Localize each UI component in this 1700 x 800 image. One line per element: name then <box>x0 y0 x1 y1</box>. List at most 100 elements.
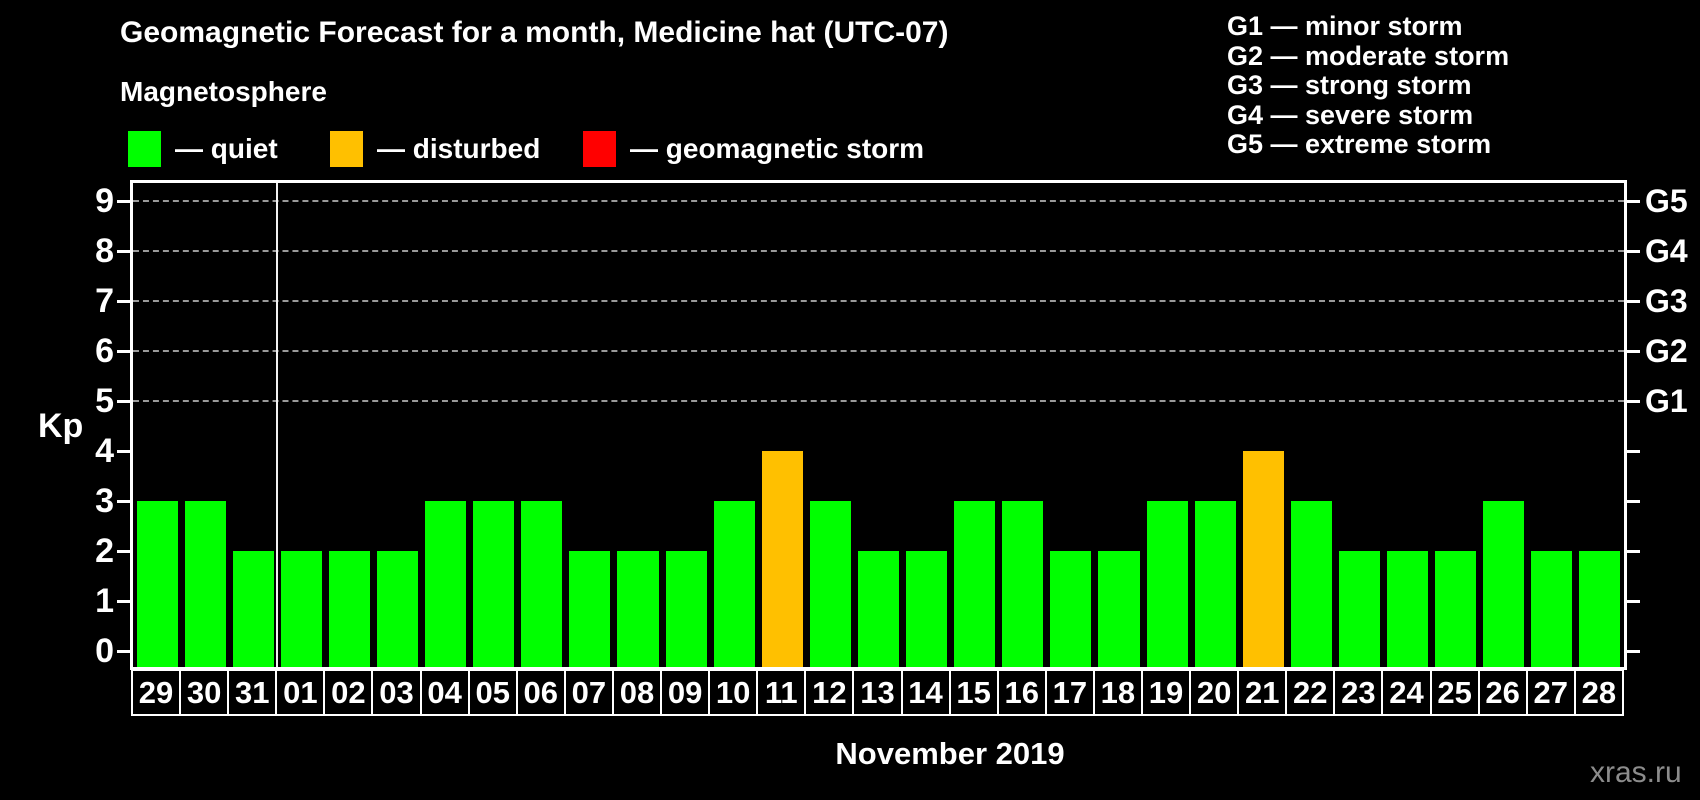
right-tick-3 <box>1627 499 1640 503</box>
kp-bar-day-23 <box>1338 551 1380 667</box>
kp-bar-day-26 <box>1483 501 1525 667</box>
day-label-14: 14 <box>900 669 951 716</box>
kp-bar-day-05 <box>473 501 515 667</box>
kp-bar-day-06 <box>521 501 563 667</box>
storm-scale-line-g5: G5 — extreme storm <box>1227 129 1492 160</box>
right-tick-7 <box>1627 299 1640 303</box>
legend-item-quiet: — quiet <box>128 130 278 168</box>
kp-bar-day-19 <box>1146 501 1188 667</box>
day-label-05: 05 <box>467 669 518 716</box>
g-label-g4: G4 <box>1645 233 1688 269</box>
day-label-24: 24 <box>1381 669 1432 716</box>
month-separator <box>275 183 279 667</box>
kp-bar-day-20 <box>1194 501 1236 667</box>
day-label-12: 12 <box>804 669 855 716</box>
chart-title: Geomagnetic Forecast for a month, Medici… <box>120 16 949 49</box>
right-tick-4 <box>1627 449 1640 453</box>
y-tick-label-5: 5 <box>95 382 114 420</box>
day-label-11: 11 <box>756 669 807 716</box>
y-tick-label-3: 3 <box>95 482 114 520</box>
kp-bar-day-13 <box>857 551 900 667</box>
kp-bar-day-22 <box>1290 501 1332 667</box>
gridline-kp-8 <box>133 250 1624 252</box>
right-tick-5 <box>1627 399 1640 403</box>
kp-bar-day-27 <box>1531 551 1573 667</box>
kp-bar-day-10 <box>713 501 755 667</box>
kp-bar-day-02 <box>328 551 370 667</box>
left-tick-7 <box>117 299 130 303</box>
kp-bar-day-03 <box>376 551 419 667</box>
left-tick-2 <box>117 549 130 553</box>
kp-bar-day-11 <box>761 451 803 667</box>
y-tick-label-6: 6 <box>95 332 114 370</box>
right-tick-2 <box>1627 549 1640 553</box>
storm-scale-line-g4: G4 — severe storm <box>1227 99 1474 130</box>
gridline-kp-6 <box>133 350 1624 352</box>
kp-bar-day-14 <box>906 551 948 667</box>
legend-label-storm: — geomagnetic storm <box>630 133 925 164</box>
kp-bar-day-30 <box>184 501 226 667</box>
quiet-color-swatch <box>128 131 161 167</box>
watermark: xras.ru <box>1590 756 1682 789</box>
storm-scale-legend: G1 — minor storm G2 — moderate storm G3 … <box>1227 11 1510 160</box>
kp-bar-day-15 <box>954 501 996 667</box>
x-axis-day-labels: 29 30 31 01 02 03 04 05 06 07 08 09 10 11 12 13 14 15 16 17… <box>131 669 1624 716</box>
magnetosphere-label: Magnetosphere <box>120 76 327 107</box>
right-tick-8 <box>1627 249 1640 253</box>
day-label-08: 08 <box>611 669 663 716</box>
legend-item-disturbed: — disturbed <box>330 130 540 168</box>
day-label-23: 23 <box>1333 669 1384 716</box>
right-tick-9 <box>1627 199 1640 203</box>
y-axis-label: Kp <box>38 407 84 445</box>
kp-bar-day-25 <box>1435 551 1477 667</box>
kp-bar-day-09 <box>665 551 707 667</box>
day-label-30: 30 <box>179 669 230 716</box>
plot-area <box>133 183 1624 667</box>
day-label-19: 19 <box>1140 669 1192 716</box>
kp-bar-day-21 <box>1242 451 1284 667</box>
g-label-g2: G2 <box>1645 333 1688 369</box>
x-axis-title: November 2019 <box>835 736 1065 771</box>
y-tick-label-1: 1 <box>95 582 114 620</box>
storm-color-swatch <box>583 131 616 167</box>
kp-bar-day-01 <box>280 551 322 667</box>
kp-bar-day-07 <box>569 551 611 667</box>
day-label-18: 18 <box>1092 669 1143 716</box>
day-label-26: 26 <box>1477 669 1528 716</box>
g-label-g5: G5 <box>1645 183 1688 219</box>
gridline-kp-5 <box>133 400 1624 402</box>
storm-scale-line-g2: G2 — moderate storm <box>1227 40 1510 71</box>
left-tick-3 <box>117 499 130 503</box>
day-label-04: 04 <box>419 669 470 716</box>
g-label-g1: G1 <box>1645 383 1688 419</box>
right-tick-1 <box>1627 599 1640 603</box>
storm-scale-line-g1: G1 — minor storm <box>1227 11 1463 41</box>
day-label-02: 02 <box>323 669 374 716</box>
kp-bar-day-08 <box>617 551 659 667</box>
day-label-07: 07 <box>563 669 614 716</box>
y-tick-label-7: 7 <box>95 282 114 320</box>
day-label-21: 21 <box>1237 669 1288 716</box>
day-label-22: 22 <box>1285 669 1336 716</box>
left-tick-4 <box>117 449 130 453</box>
kp-bar-day-31 <box>232 551 274 667</box>
left-tick-1 <box>117 599 130 603</box>
day-label-20: 20 <box>1189 669 1240 716</box>
plot-frame <box>130 180 1627 670</box>
legend-label-disturbed: — disturbed <box>377 133 541 164</box>
day-label-06: 06 <box>515 669 566 716</box>
storm-scale-line-g3: G3 — strong storm <box>1227 70 1472 101</box>
day-label-17: 17 <box>1044 669 1095 716</box>
gridline-kp-9 <box>133 200 1624 202</box>
kp-bar-day-17 <box>1050 551 1092 667</box>
kp-bar-day-18 <box>1098 551 1140 667</box>
disturbed-color-swatch <box>330 131 363 167</box>
day-label-29: 29 <box>131 669 182 716</box>
left-tick-9 <box>117 199 130 203</box>
left-tick-0 <box>117 649 130 653</box>
left-tick-5 <box>117 399 130 403</box>
day-label-25: 25 <box>1429 669 1480 716</box>
day-label-13: 13 <box>852 669 903 716</box>
kp-bar-day-12 <box>809 501 851 667</box>
left-tick-8 <box>117 249 130 253</box>
